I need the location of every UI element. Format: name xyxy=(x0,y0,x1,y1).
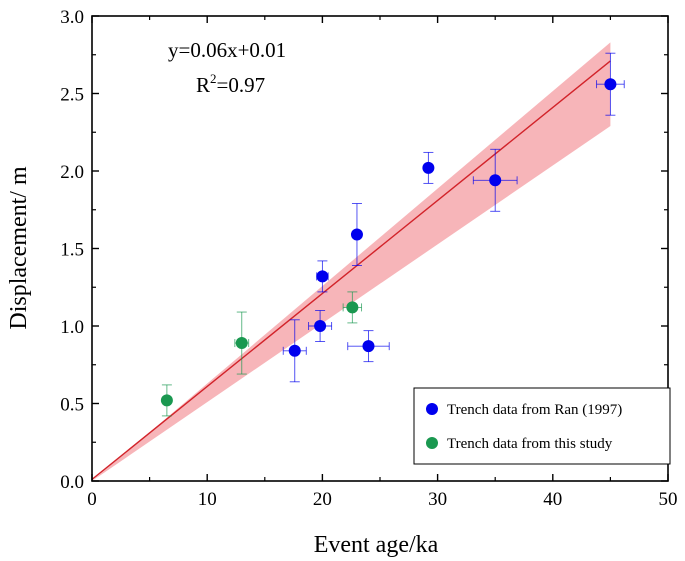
data-point xyxy=(282,319,307,383)
r-squared-prefix: R xyxy=(196,73,210,97)
axis-ticks xyxy=(91,15,669,482)
point-marker xyxy=(314,320,327,332)
x-tick-label: 40 xyxy=(543,489,562,510)
y-axis-title: Displacement/ m xyxy=(6,166,32,330)
point-marker xyxy=(346,301,359,314)
regression-equation: y=0.06x+0.01 xyxy=(168,38,286,62)
x-tick-labels: 0 10 20 30 40 50 xyxy=(87,489,677,510)
data-point xyxy=(316,260,329,293)
y-tick-label: 3.0 xyxy=(60,7,84,28)
data-point xyxy=(472,148,518,212)
data-point xyxy=(422,151,435,184)
point-marker xyxy=(604,78,617,91)
r-squared: R2=0.97 xyxy=(196,71,265,97)
x-tick-label: 10 xyxy=(198,489,217,510)
series-this-study xyxy=(160,291,363,417)
y-tick-label: 1.5 xyxy=(60,240,84,261)
y-tick-labels: 0.0 0.5 1.0 1.5 2.0 2.5 3.0 xyxy=(60,7,84,493)
legend-marker-this-study xyxy=(426,437,438,449)
y-tick-label: 2.5 xyxy=(60,85,84,106)
legend-box xyxy=(413,387,671,465)
data-point xyxy=(234,311,250,375)
data-point xyxy=(350,203,363,266)
x-tick-label: 30 xyxy=(428,489,447,510)
series-ran-1997 xyxy=(282,52,625,383)
x-tick-label: 50 xyxy=(659,489,678,510)
legend-label-this-study: Trench data from this study xyxy=(447,436,613,452)
x-tick-label: 20 xyxy=(313,489,332,510)
point-marker xyxy=(160,394,173,407)
point-marker xyxy=(288,344,301,357)
x-axis-title: Event age/ka xyxy=(314,532,439,558)
data-point xyxy=(308,310,333,342)
legend-label-ran: Trench data from Ran (1997) xyxy=(447,402,622,418)
r-squared-value: =0.97 xyxy=(217,73,266,97)
point-marker xyxy=(316,270,329,283)
y-tick-label: 0.5 xyxy=(60,395,84,416)
point-marker xyxy=(422,161,435,174)
point-marker xyxy=(362,340,375,353)
y-tick-label: 2.0 xyxy=(60,162,84,183)
data-point xyxy=(342,291,363,324)
y-tick-label: 1.0 xyxy=(60,317,84,338)
point-marker xyxy=(489,174,502,187)
legend: Trench data from Ran (1997) Trench data … xyxy=(413,387,671,465)
regression-line xyxy=(91,60,611,480)
y-tick-label: 0.0 xyxy=(60,472,84,493)
legend-marker-ran xyxy=(426,403,438,415)
point-marker xyxy=(350,228,363,241)
data-points xyxy=(160,52,625,417)
data-point xyxy=(160,384,173,417)
data-point xyxy=(596,52,625,116)
x-tick-label: 0 xyxy=(87,489,97,510)
confidence-band xyxy=(92,42,611,481)
data-point xyxy=(347,330,390,363)
point-marker xyxy=(235,337,248,350)
r-squared-superscript: 2 xyxy=(210,71,217,86)
